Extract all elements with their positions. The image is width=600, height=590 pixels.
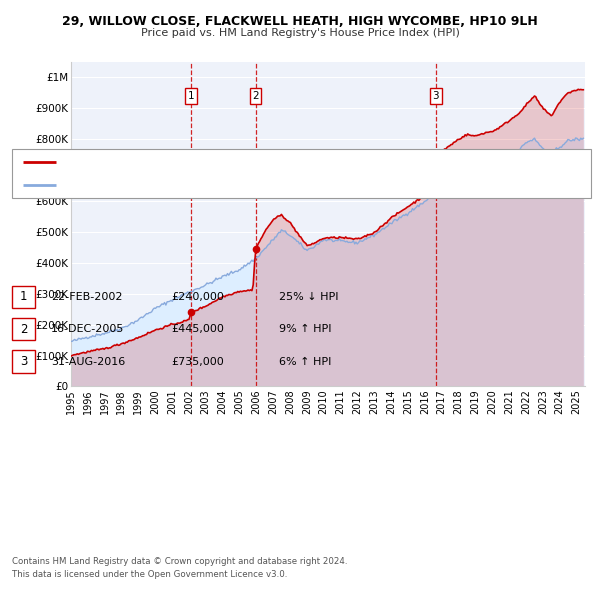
Text: £445,000: £445,000 [171,324,224,334]
Text: 29, WILLOW CLOSE, FLACKWELL HEATH, HIGH WYCOMBE, HP10 9LH: 29, WILLOW CLOSE, FLACKWELL HEATH, HIGH … [62,15,538,28]
Text: £735,000: £735,000 [171,357,224,366]
Text: 3: 3 [433,91,439,101]
Text: This data is licensed under the Open Government Licence v3.0.: This data is licensed under the Open Gov… [12,571,287,579]
Text: 1: 1 [188,91,194,101]
Text: Price paid vs. HM Land Registry's House Price Index (HPI): Price paid vs. HM Land Registry's House … [140,28,460,38]
Text: HPI: Average price, detached house, Buckinghamshire: HPI: Average price, detached house, Buck… [63,179,329,189]
Text: 29, WILLOW CLOSE, FLACKWELL HEATH, HIGH WYCOMBE, HP10 9LH (detached house): 29, WILLOW CLOSE, FLACKWELL HEATH, HIGH … [63,158,485,168]
Text: 6% ↑ HPI: 6% ↑ HPI [279,357,331,366]
Text: 2: 2 [20,323,27,336]
Text: 3: 3 [20,355,27,368]
Text: 1: 1 [20,290,27,303]
Text: 9% ↑ HPI: 9% ↑ HPI [279,324,331,334]
Text: 31-AUG-2016: 31-AUG-2016 [51,357,125,366]
Text: Contains HM Land Registry data © Crown copyright and database right 2024.: Contains HM Land Registry data © Crown c… [12,558,347,566]
Text: 16-DEC-2005: 16-DEC-2005 [51,324,124,334]
Text: 22-FEB-2002: 22-FEB-2002 [51,292,122,301]
Text: 2: 2 [252,91,259,101]
Text: 25% ↓ HPI: 25% ↓ HPI [279,292,338,301]
Text: £240,000: £240,000 [171,292,224,301]
